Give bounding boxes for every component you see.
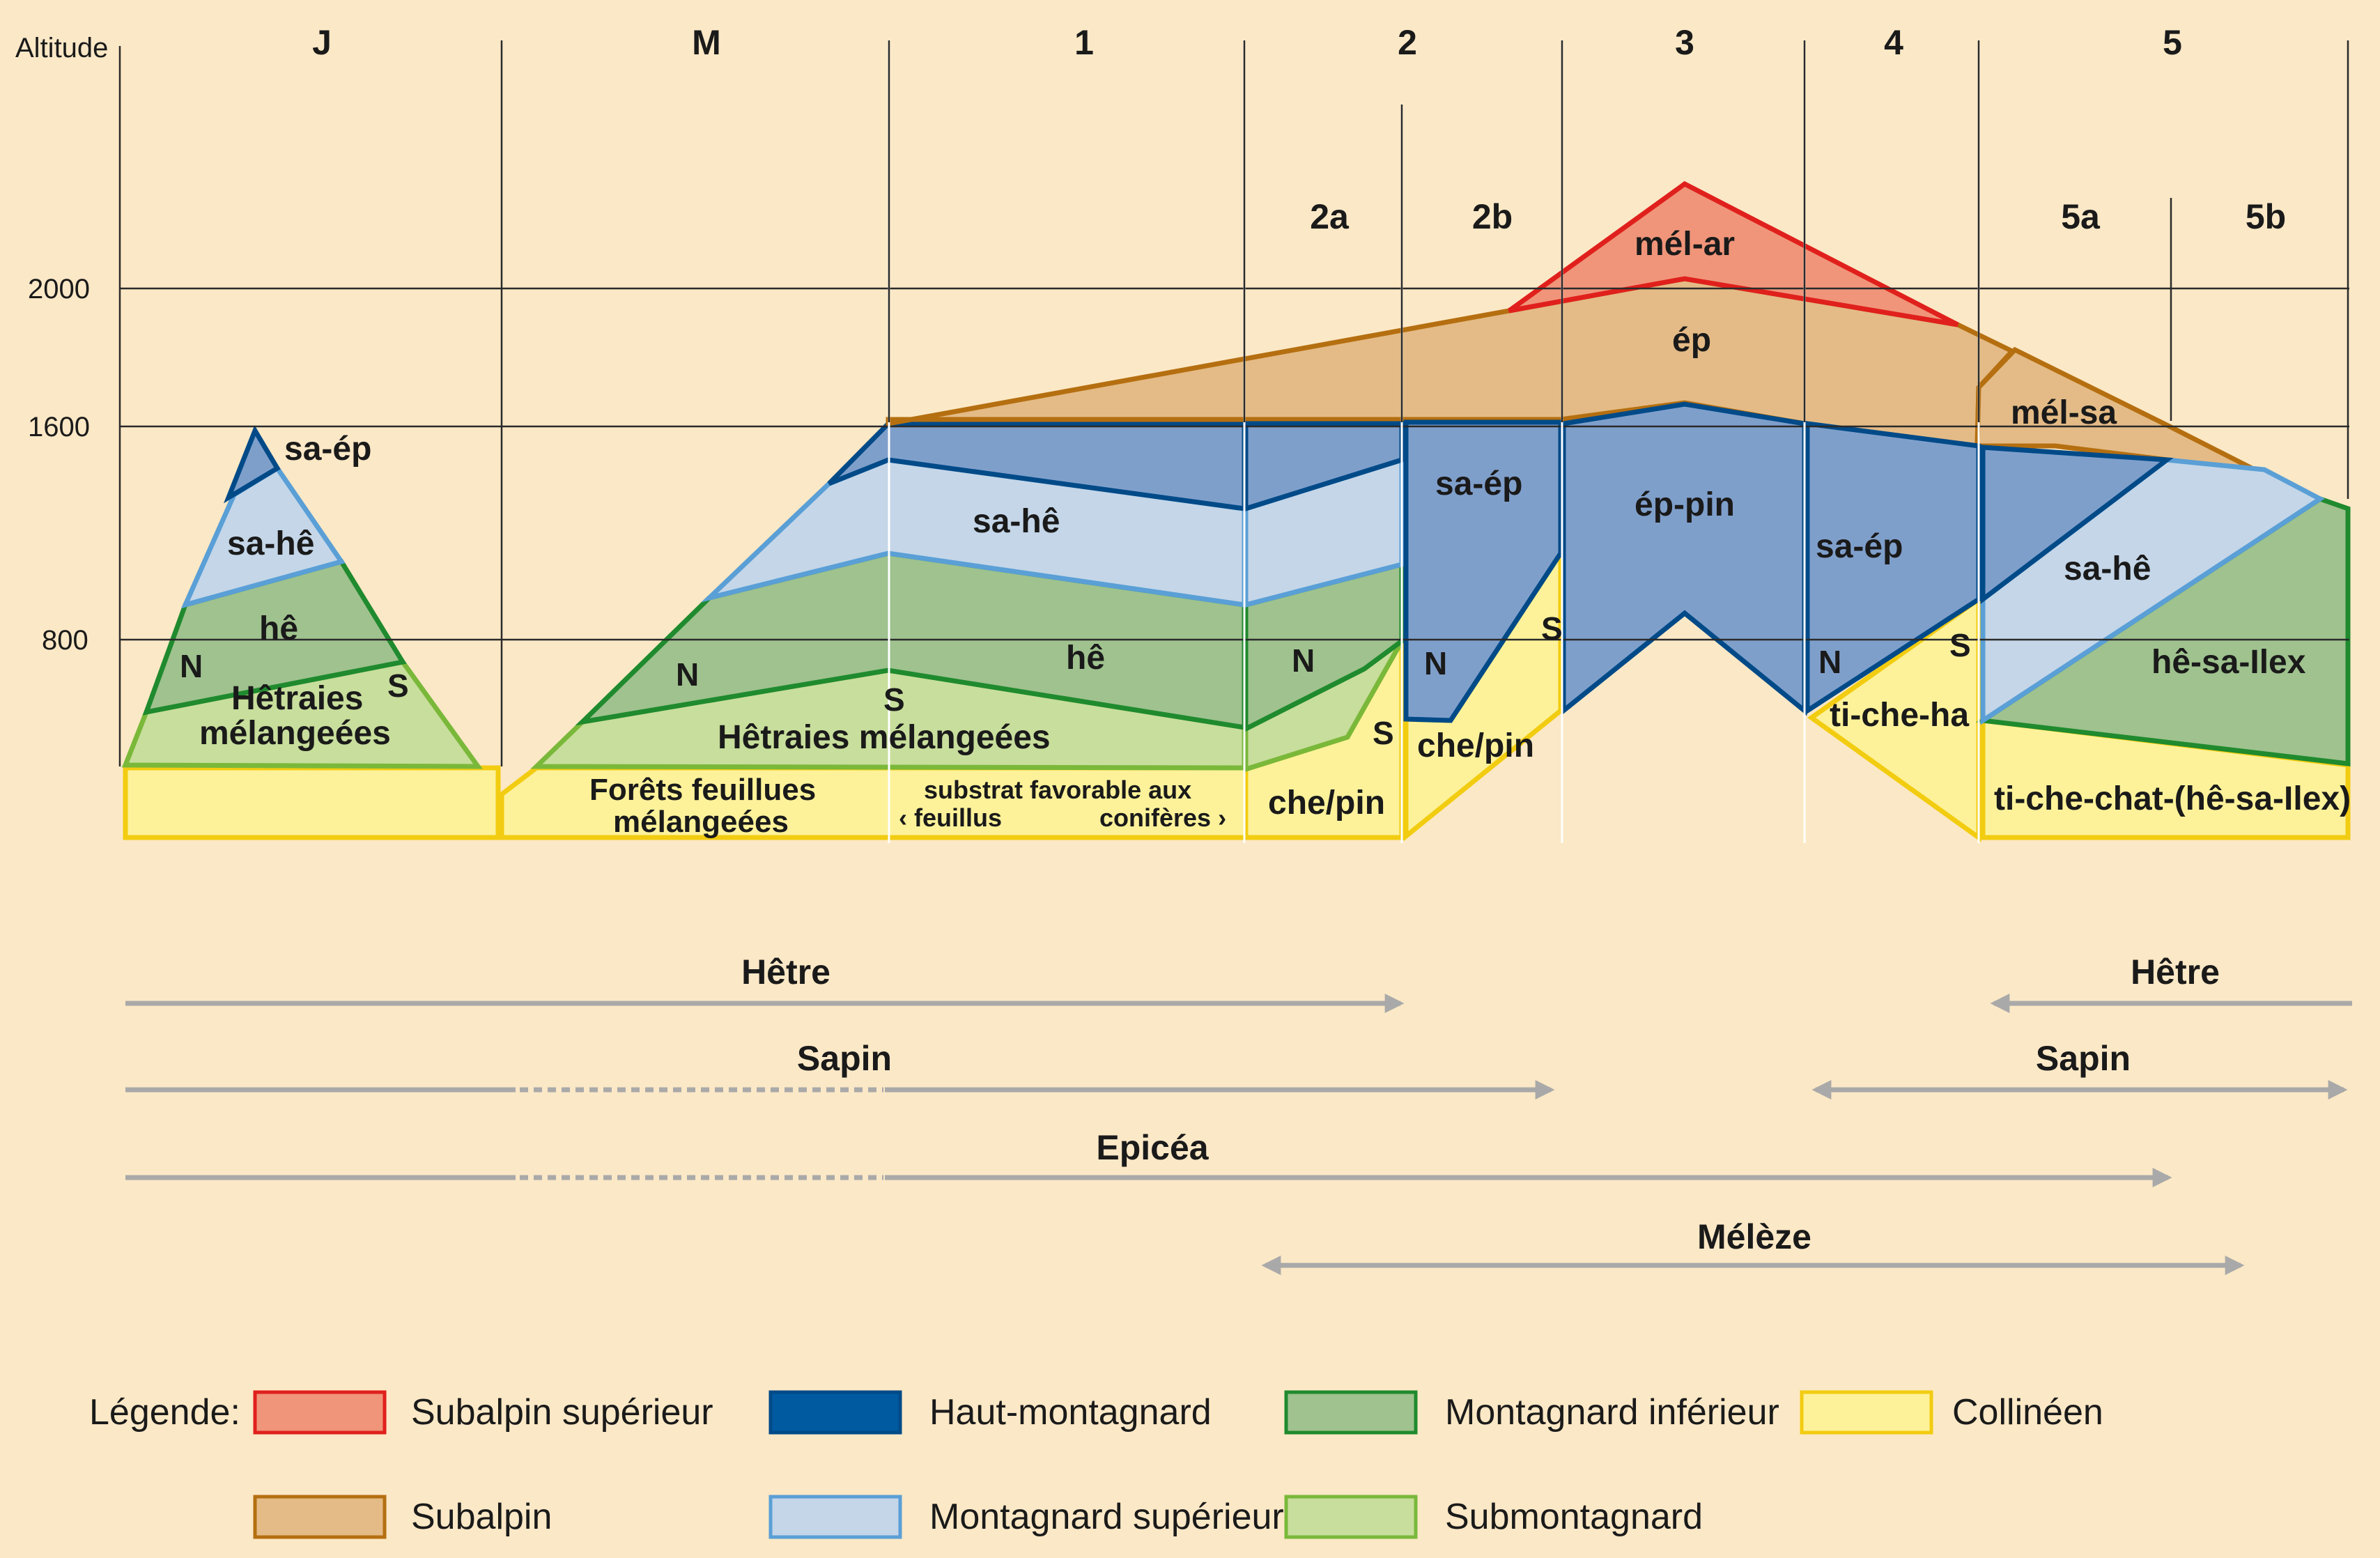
range-label-epicea: Epicéa <box>1096 1128 1209 1167</box>
axis-tick-1600: 1600 <box>28 412 90 442</box>
column-header-1: 1 <box>1074 23 1094 62</box>
legend-label-subalpin: Subalpin <box>411 1497 552 1537</box>
legend-label-haut-montagnard: Haut-montagnard <box>929 1392 1212 1433</box>
subcolumn-header-5b: 5b <box>2246 197 2286 236</box>
legend-label-submontagnard: Submontagnard <box>1445 1497 1703 1537</box>
label-4-s: S <box>1949 627 1971 663</box>
label-j-sa-ep: sa-ép <box>284 431 371 468</box>
axis-grid <box>118 40 2349 843</box>
label-3-mel-ar: mél-ar <box>1635 226 1735 263</box>
column-3-zones <box>1561 401 1807 716</box>
species-ranges <box>125 994 2352 1275</box>
column-header-4: 4 <box>1884 23 1903 62</box>
range-label-hetre: Hêtre <box>741 952 830 992</box>
label-coniferes: conifères › <box>1099 803 1226 832</box>
legend-swatch-collineen <box>1800 1390 1933 1435</box>
legend-label-subalpin-superieur: Subalpin supérieur <box>411 1392 713 1433</box>
subalpin-band <box>886 180 2259 474</box>
label-4-n: N <box>1818 644 1841 680</box>
label-3-ep: ép <box>1672 322 1711 359</box>
label-m-sa-he: sa-hê <box>973 503 1060 540</box>
label-m-hetraies: Hêtraies mélangeées <box>718 719 1051 756</box>
label-j-s: S <box>387 668 409 704</box>
legend-title: Légende: <box>89 1392 240 1433</box>
j-haut-montagnard <box>223 425 281 504</box>
axis-tick-800: 800 <box>42 625 88 656</box>
column-2-zones <box>1243 419 1563 842</box>
c3-subalpin-superieur <box>1507 180 1959 327</box>
label-2b-sa-ep: sa-ép <box>1435 465 1522 502</box>
label-m-n: N <box>676 656 699 693</box>
column-header-j: J <box>312 23 332 62</box>
label-substrat: substrat favorable aux <box>924 776 1191 804</box>
subcolumn-header-5a: 5a <box>2061 197 2101 236</box>
label-2a-n: N <box>1292 642 1315 679</box>
label-j-hetraies: Hêtraies <box>231 680 363 717</box>
label-m-s: S <box>883 681 905 718</box>
label-4-sa-ep: sa-ép <box>1816 528 1903 565</box>
subcolumn-header-2a: 2a <box>1310 197 1350 236</box>
c5-montagnard-superieur <box>1980 457 2325 725</box>
column-header-3: 3 <box>1675 23 1694 62</box>
legend-label-montagnard-superieur: Montagnard supérieur <box>929 1497 1284 1537</box>
legend-swatch-montagnard-superieur <box>768 1495 902 1539</box>
c5-haut-montagnard <box>1980 445 2174 605</box>
label-3-ep-pin: ép-pin <box>1635 486 1735 523</box>
axis-tick-2000: 2000 <box>28 274 90 304</box>
range-label-meleze: Mélèze <box>1697 1217 1811 1256</box>
subcolumn-header-2b: 2b <box>1472 197 1513 236</box>
label-j-he: hê <box>259 610 298 647</box>
label-5-he-sa-ilex: hê-sa-Ilex <box>2151 644 2306 681</box>
range-label-sapin: Sapin <box>797 1039 892 1078</box>
c2b-haut-montagnard <box>1403 419 1563 723</box>
label-5-sa-he: sa-hê <box>2064 550 2151 587</box>
column-header-m: M <box>692 23 721 62</box>
label-2b-che-pin: che/pin <box>1417 727 1534 764</box>
label-m-forets-2: mélangeées <box>613 805 789 839</box>
species-range-labels: Hêtre Hêtre Sapin Sapin Epicéa Mélèze <box>741 952 2220 1256</box>
range-label-hetre-right: Hêtre <box>2131 952 2220 992</box>
range-label-sapin-right: Sapin <box>2036 1039 2131 1078</box>
column-header-2: 2 <box>1398 23 1417 62</box>
column-headers: J M 1 2 3 4 5 2a 2b 5a 5b <box>312 23 2286 236</box>
legend-label-collineen: Collinéen <box>1952 1392 2103 1433</box>
column-j-zones <box>121 425 501 840</box>
axis-title: Altitude <box>15 33 108 63</box>
column-header-5: 5 <box>2163 23 2182 62</box>
legend-swatch-submontagnard <box>1284 1495 1418 1539</box>
label-2a-che-pin: che/pin <box>1268 785 1385 822</box>
label-m-forets: Forêts feuillues <box>589 773 816 807</box>
label-j-melangees: mélangeées <box>199 715 391 752</box>
label-m-he: hê <box>1066 640 1105 677</box>
legend-label-montagnard-inferieur: Montagnard inférieur <box>1445 1392 1779 1433</box>
label-2b-s: S <box>1541 610 1563 647</box>
legend-swatch-haut-montagnard <box>768 1390 902 1435</box>
label-j-n: N <box>180 648 203 684</box>
label-j-sa-he: sa-hê <box>227 525 314 562</box>
c3-haut-montagnard <box>1561 401 1807 716</box>
label-feuillus: ‹ feuillus <box>899 803 1002 832</box>
legend-swatch-subalpin-superieur <box>253 1390 387 1435</box>
label-4-ti-che-ha: ti-che-ha <box>1830 697 1969 734</box>
legend-swatch-montagnard-inferieur <box>1284 1390 1418 1435</box>
j-collineen <box>123 765 501 840</box>
legend: Légende: Subalpin supérieur Haut-montagn… <box>89 1390 2103 1539</box>
column-5-zones <box>1976 445 2351 840</box>
label-5-mel-sa: mél-sa <box>2011 394 2117 431</box>
label-2b-n: N <box>1424 645 1447 681</box>
label-2a-s: S <box>1373 715 1394 751</box>
legend-swatch-subalpin <box>253 1495 387 1539</box>
zone-labels: sa-ép sa-hê hê N S Hêtraies mélangeées N… <box>180 226 2351 839</box>
label-5-ti-che-chat: ti-che-chat-(hê-sa-Ilex) <box>1994 780 2351 817</box>
